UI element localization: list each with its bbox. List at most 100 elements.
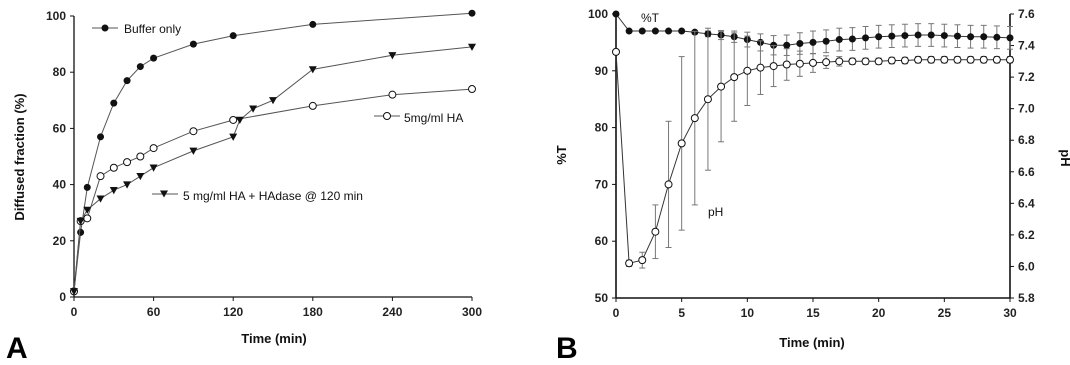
panel-b-y2-tick-label: 6.6 [1018, 165, 1035, 179]
panel-b-data-point [900, 56, 909, 65]
panel-b-data-point [914, 55, 923, 64]
panel-b-y2-tick-label: 7.4 [1018, 39, 1035, 53]
panel-b-data-point [638, 256, 647, 265]
panel-b-y2-tick-label: 6.4 [1018, 196, 1035, 210]
panel-a-data-point [149, 164, 158, 172]
panel-a-data-point [229, 115, 238, 124]
panel-a-data-point [136, 63, 144, 71]
panel-a-data-point [123, 158, 132, 167]
panel-b-data-point [966, 55, 975, 64]
panel-a-x-tick-label: 0 [71, 305, 78, 319]
panel-b-data-point [940, 32, 948, 40]
panel-b-data-point [625, 27, 633, 35]
panel-a-data-point [150, 54, 158, 62]
panel-b-data-point [874, 57, 883, 66]
panel-b-series-line [615, 51, 1010, 264]
panel-a-data-point [189, 127, 198, 136]
panel-b-y-tick-label: 80 [595, 121, 609, 135]
panel-b-data-point [690, 114, 699, 123]
panel-a-data-point [308, 101, 317, 110]
panel-b-data-point [927, 55, 936, 64]
panel-b-data-point [887, 56, 896, 65]
panel-b-data-point [927, 31, 935, 39]
panel-b-data-point [743, 66, 752, 75]
panel-a-data-point [123, 181, 132, 189]
panel-b-data-point [730, 73, 739, 82]
panel-a-y-axis-title: Diffused fraction (%) [12, 93, 27, 220]
panel-b-data-point [612, 10, 620, 18]
panel-b-data-point [862, 34, 870, 42]
panel-b-annotation-ph: pH [708, 205, 723, 219]
panel-a-chart: Diffused fraction (%) Time (min) 0 20 40 60… [12, 9, 482, 346]
panel-b-chart: %T pH Time (min) 50607080901005.86.06.26… [554, 7, 1070, 350]
panel-a-data-point [83, 214, 92, 223]
panel-b-letter: B [556, 332, 578, 365]
panel-b-y2-tick-label: 7.0 [1018, 102, 1035, 116]
panel-a-data-point [149, 144, 158, 153]
panel-a-data-point [229, 133, 238, 141]
panel-a-data-point [109, 187, 118, 195]
panel-a-data-point [468, 85, 476, 94]
panel-b-data-point [980, 33, 988, 41]
panel-b-y-axis-title: %T [554, 145, 569, 165]
panel-a-x-tick-label: 120 [223, 305, 243, 319]
panel-a-data-point [189, 147, 198, 155]
panel-b-y2-tick-label: 6.0 [1018, 259, 1035, 273]
panel-b-data-point [914, 31, 922, 39]
panel-b-data-point [809, 58, 817, 67]
panel-b-data-point [756, 63, 765, 72]
panel-b-data-point [953, 32, 961, 40]
panel-b-y-tick-label: 70 [595, 177, 609, 191]
panel-a-data-point [229, 32, 237, 40]
panel-a-series-line [73, 46, 473, 292]
panel-a-y-tick-label: 20 [53, 234, 67, 248]
panel-b-data-point [822, 37, 830, 45]
panel-a-data-point [83, 206, 92, 214]
panel-b-data-point [625, 259, 634, 268]
panel-a-x-axis-title: Time (min) [241, 331, 307, 346]
panel-b-x-tick-label: 15 [806, 306, 820, 320]
panel-a-data-point [97, 133, 105, 141]
panel-a-data-point [123, 77, 131, 85]
panel-b-data-point [953, 55, 962, 64]
panel-b-data-point [664, 180, 673, 189]
panel-b-data-point [848, 35, 856, 43]
panel-b-data-point [678, 27, 686, 35]
panel-a-legend-marker-ha [383, 112, 391, 120]
panel-b-x-tick-label: 5 [678, 306, 685, 320]
panel-b-data-point [638, 27, 646, 35]
panel-b-data-point [809, 38, 817, 46]
panel-a-data-point [110, 99, 118, 107]
panel-a-x-tick-label: 60 [147, 305, 161, 319]
panel-b-x-tick-label: 10 [741, 306, 755, 320]
panel-a-y-tick-label: 0 [59, 290, 66, 304]
panel-b-data-point [717, 82, 726, 91]
panel-a-x-tick-label: 180 [303, 305, 323, 319]
panel-a-y-tick-label: 100 [46, 9, 66, 23]
panel-b-data-point [612, 47, 620, 56]
panel-a-legend-marker-hadase [160, 190, 168, 198]
panel-b-data-point [875, 33, 883, 41]
panel-b-data-point [1006, 34, 1014, 42]
panel-b-data-point [783, 41, 791, 49]
panel-b-data-point [835, 57, 844, 66]
panel-b-y-tick-label: 60 [595, 234, 609, 248]
panel-b-data-point [940, 55, 949, 64]
panel-a-data-point [235, 116, 244, 124]
panel-a-data-point [269, 97, 277, 105]
panel-b-data-point [795, 59, 804, 68]
panel-a-annotation-buffer-only: Buffer only [124, 22, 181, 36]
panel-b-y-tick-label: 50 [595, 291, 609, 305]
panel-b-y2-tick-label: 7.6 [1018, 7, 1035, 21]
panel-b-data-point [782, 60, 791, 69]
panel-b-data-point [665, 27, 673, 35]
panel-a-data-point [109, 163, 118, 172]
panel-a-legend-marker-buffer [101, 24, 109, 32]
panel-a-data-point [136, 172, 145, 181]
panel-b-data-point [979, 55, 988, 64]
panel-b-x-tick-label: 25 [938, 306, 952, 320]
panel-b-data-point [677, 139, 686, 148]
panel-b-data-point [835, 36, 843, 44]
panel-a-annotation-ha-hadase: 5 mg/ml HA + HAdase @ 120 min [183, 189, 363, 203]
panel-a-x-tick-label: 240 [382, 305, 402, 319]
